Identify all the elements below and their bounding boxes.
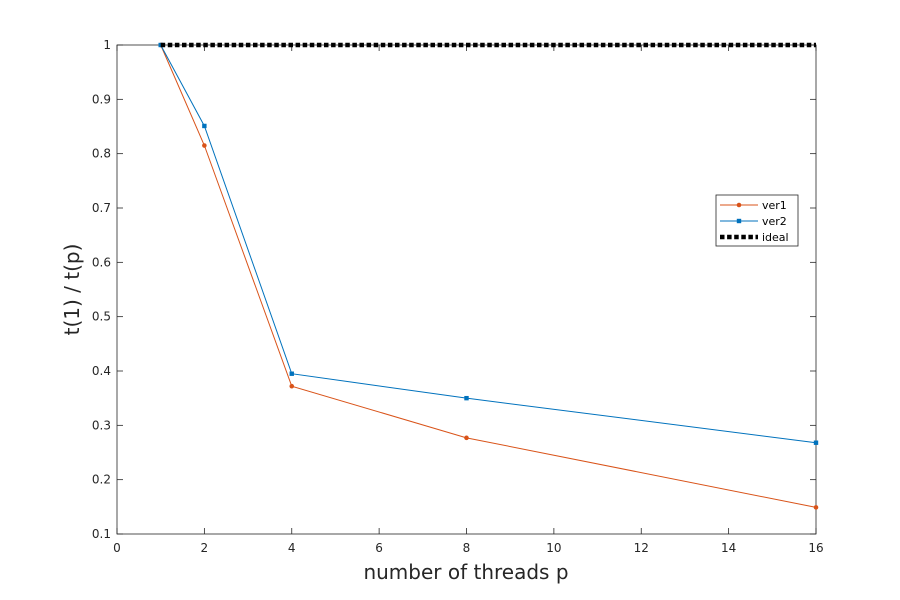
x-tick-label: 16 (808, 541, 823, 555)
y-tick-label: 0.5 (92, 310, 111, 324)
x-axis: 0 2 4 6 8 10 12 14 16 (113, 45, 824, 555)
series-ver1 (158, 42, 819, 510)
y-tick-label: 0.6 (92, 255, 111, 269)
data-point-ver2 (289, 371, 294, 376)
series-line-ver1 (160, 44, 817, 508)
legend-label: ver1 (762, 199, 787, 212)
data-point-ver1 (813, 505, 819, 510)
legend-entry-ideal: ideal (720, 231, 789, 244)
x-tick-label: 0 (113, 541, 121, 555)
x-axis-title: number of threads p (363, 560, 568, 584)
y-tick-label: 0.3 (92, 418, 111, 432)
y-tick-label: 0.9 (92, 92, 111, 106)
data-point-ver1 (289, 383, 295, 389)
x-tick-label: 8 (463, 541, 471, 555)
x-tick-label: 4 (288, 541, 296, 555)
x-tick-label: 10 (546, 541, 561, 555)
data-point-ver2 (813, 440, 819, 445)
y-tick-label: 0.4 (92, 364, 111, 378)
data-point-ver1 (202, 143, 207, 148)
plot-frame (116, 44, 817, 535)
y-tick-label: 0.7 (92, 201, 111, 215)
y-tick-label: 1 (103, 38, 111, 52)
legend-label: ver2 (762, 215, 787, 228)
y-tick-label: 0.2 (92, 473, 111, 487)
x-tick-label: 12 (634, 541, 649, 555)
legend-entry-ver2: ver2 (720, 215, 787, 228)
legend-entry-ver1: ver1 (720, 199, 787, 212)
data-point-ver1 (464, 435, 469, 441)
x-tick-label: 2 (201, 541, 209, 555)
legend: ver1 ver2 ideal (715, 194, 799, 247)
data-point-ver2 (464, 395, 469, 401)
legend-marker (736, 202, 742, 208)
legend-label: ideal (762, 231, 789, 244)
x-tick-label: 14 (721, 541, 736, 555)
y-axis-title: t(1) / t(p) (60, 244, 84, 336)
data-point-ver2 (202, 123, 207, 129)
series-layer (158, 42, 819, 510)
y-tick-label: 0.8 (92, 147, 111, 161)
plot-area (116, 44, 817, 535)
x-tick-label: 6 (375, 541, 383, 555)
y-tick-label: 0.1 (92, 527, 111, 541)
legend-marker (736, 218, 742, 224)
y-axis: 0.1 0.2 0.3 0.4 0.5 0.6 0.7 0.8 0.9 1 (92, 38, 816, 541)
